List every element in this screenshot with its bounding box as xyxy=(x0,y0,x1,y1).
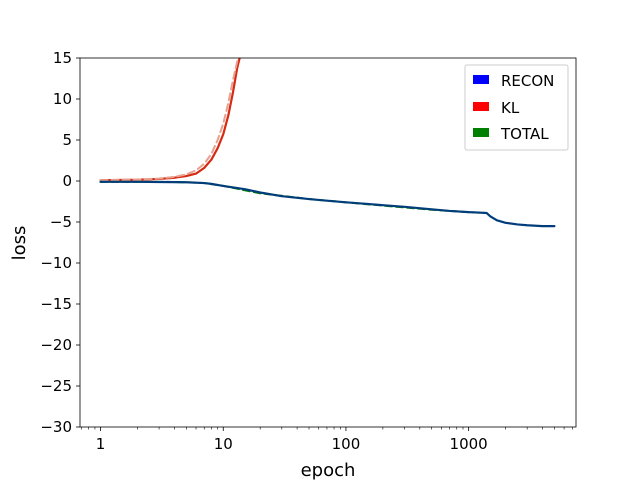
legend-label-kl: KL xyxy=(501,99,520,117)
minor-ticks xyxy=(81,427,573,430)
y-axis-ticks: −30 −25 −20 −15 −10 −5 0 5 10 15 xyxy=(40,49,80,436)
legend-swatch-total xyxy=(473,128,489,137)
x-axis-ticks: 1 10 100 1000 xyxy=(96,427,488,453)
y-tick-label: 5 xyxy=(62,131,72,149)
x-tick-label: 10 xyxy=(214,435,233,453)
series-line-kl-validation xyxy=(99,58,240,182)
y-tick-label: −5 xyxy=(50,213,72,231)
y-tick-label: −20 xyxy=(40,336,72,354)
legend-frame xyxy=(464,64,569,151)
y-axis-label: loss xyxy=(9,226,30,261)
legend: RECON KL TOTAL xyxy=(464,64,569,151)
y-tick-label: −10 xyxy=(40,254,72,272)
series-line-recon xyxy=(99,180,556,228)
x-tick-label: 1 xyxy=(96,435,106,453)
y-tick-label: −15 xyxy=(40,295,72,313)
x-tick-label: 1000 xyxy=(450,435,488,453)
series-lines xyxy=(99,58,556,228)
x-axis-label: epoch xyxy=(301,460,356,480)
y-tick-label: 15 xyxy=(53,49,72,67)
legend-label-total: TOTAL xyxy=(500,125,549,143)
x-tick-label: 100 xyxy=(332,435,361,453)
plot-frame xyxy=(79,57,577,428)
legend-swatch-recon xyxy=(473,75,489,84)
legend-swatch-kl xyxy=(473,102,489,111)
y-tick-label: 10 xyxy=(53,90,72,108)
legend-label-recon: RECON xyxy=(501,72,554,90)
y-tick-label: 0 xyxy=(62,172,72,190)
y-tick-label: −30 xyxy=(40,418,72,436)
y-tick-label: −25 xyxy=(40,377,72,395)
